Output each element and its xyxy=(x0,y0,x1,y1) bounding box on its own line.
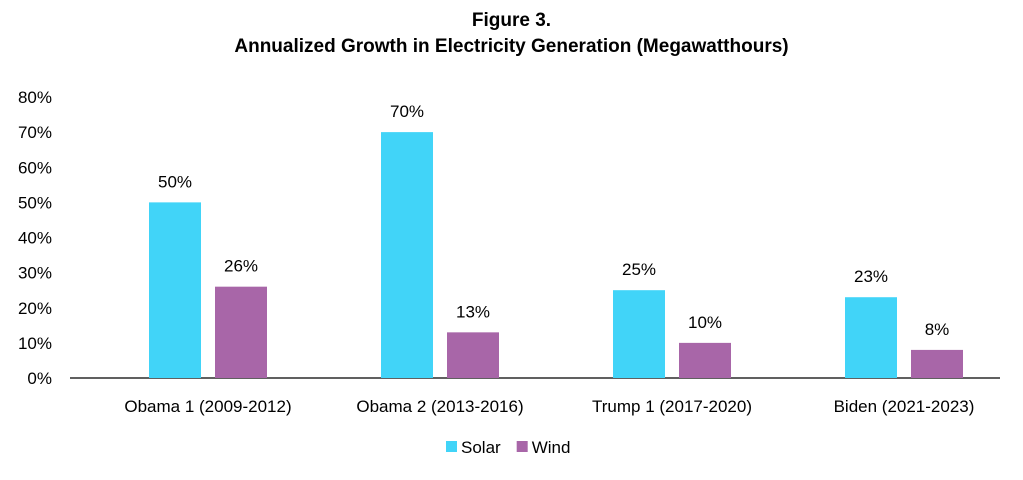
legend-label-wind: Wind xyxy=(532,438,571,457)
data-label: 70% xyxy=(390,102,424,121)
data-label: 50% xyxy=(158,172,192,191)
x-tick-label: Obama 2 (2013-2016) xyxy=(356,397,523,416)
bar-wind xyxy=(911,349,963,378)
data-label: 23% xyxy=(854,267,888,286)
y-tick-label: 70% xyxy=(18,123,52,142)
chart-subtitle: Annualized Growth in Electricity Generat… xyxy=(234,36,789,57)
data-label: 13% xyxy=(456,302,490,321)
bar-wind xyxy=(679,342,731,378)
y-tick-label: 30% xyxy=(18,264,52,283)
chart-title: Figure 3. xyxy=(471,10,552,31)
legend-swatch-solar xyxy=(446,441,457,452)
data-label: 26% xyxy=(224,257,258,276)
y-tick-label: 10% xyxy=(18,334,52,353)
y-tick-label: 20% xyxy=(18,299,52,318)
bar-wind xyxy=(215,286,267,378)
y-tick-label: 80% xyxy=(18,88,52,107)
data-label: 10% xyxy=(688,313,722,332)
legend-swatch-wind xyxy=(516,441,528,452)
y-tick-label: 50% xyxy=(18,193,52,212)
y-tick-label: 0% xyxy=(27,369,52,388)
bar-solar xyxy=(845,297,897,378)
y-tick-label: 60% xyxy=(18,158,52,177)
bar-solar xyxy=(149,202,201,378)
legend-label-solar: Solar xyxy=(461,438,501,457)
bar-solar xyxy=(613,290,665,378)
y-tick-label: 40% xyxy=(18,229,52,248)
data-label: 8% xyxy=(925,320,950,339)
x-tick-label: Trump 1 (2017-2020) xyxy=(592,397,752,416)
data-label: 25% xyxy=(622,260,656,279)
x-tick-label: Obama 1 (2009-2012) xyxy=(124,397,291,416)
x-tick-label: Biden (2021-2023) xyxy=(834,397,975,416)
bar-solar xyxy=(381,132,433,378)
bar-wind xyxy=(447,332,499,378)
